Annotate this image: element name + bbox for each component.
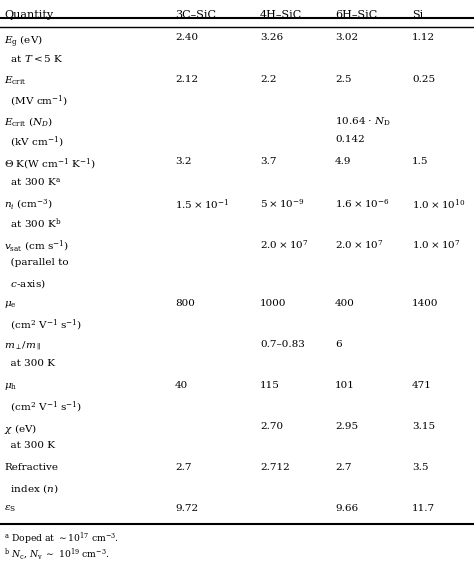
Text: 2.2: 2.2	[260, 74, 276, 84]
Text: 2.95: 2.95	[335, 422, 358, 430]
Text: at 300 K$^{\mathrm{a}}$: at 300 K$^{\mathrm{a}}$	[4, 176, 61, 187]
Text: $^{\mathrm{a}}$ Doped at $\sim$$10^{17}$ cm$^{-3}$.: $^{\mathrm{a}}$ Doped at $\sim$$10^{17}$…	[4, 530, 119, 546]
Text: (MV cm$^{-1}$): (MV cm$^{-1}$)	[4, 93, 68, 109]
Text: 3.7: 3.7	[260, 157, 276, 165]
Text: $2.0 \times 10^{7}$: $2.0 \times 10^{7}$	[335, 238, 383, 251]
Text: $^{\mathrm{b}}$ $N_{\mathrm{c}}$, $N_{\mathrm{v}}$ $\sim$ $10^{19}$ cm$^{-3}$.: $^{\mathrm{b}}$ $N_{\mathrm{c}}$, $N_{\m…	[4, 546, 109, 561]
Text: at $T < 5$ K: at $T < 5$ K	[4, 53, 64, 64]
Text: 2.7: 2.7	[335, 463, 352, 472]
Text: (cm$^{2}$ V$^{-1}$ s$^{-1}$): (cm$^{2}$ V$^{-1}$ s$^{-1}$)	[4, 400, 82, 415]
Text: 2.70: 2.70	[260, 422, 283, 430]
Text: 1000: 1000	[260, 299, 286, 307]
Text: $1.0 \times 10^{10}$: $1.0 \times 10^{10}$	[412, 198, 465, 212]
Text: 6H–SiC: 6H–SiC	[335, 10, 377, 20]
Text: $1.0 \times 10^{7}$: $1.0 \times 10^{7}$	[412, 238, 461, 251]
Text: $2.0 \times 10^{7}$: $2.0 \times 10^{7}$	[260, 238, 309, 251]
Text: $E_{\mathrm{crit}}$: $E_{\mathrm{crit}}$	[4, 74, 27, 87]
Text: Refractive: Refractive	[4, 463, 58, 472]
Text: $n_i$ (cm$^{-3}$): $n_i$ (cm$^{-3}$)	[4, 198, 53, 211]
Text: Quantity: Quantity	[4, 10, 53, 20]
Text: 400: 400	[335, 299, 355, 307]
Text: at 300 K: at 300 K	[4, 358, 55, 368]
Text: $c$-axis): $c$-axis)	[4, 277, 46, 289]
Text: 0.25: 0.25	[412, 74, 435, 84]
Text: 0.7–0.83: 0.7–0.83	[260, 339, 305, 349]
Text: 2.5: 2.5	[335, 74, 352, 84]
Text: $E_{\mathrm{g}}$ (eV): $E_{\mathrm{g}}$ (eV)	[4, 34, 43, 50]
Text: (parallel to: (parallel to	[4, 258, 69, 267]
Text: $5 \times 10^{-9}$: $5 \times 10^{-9}$	[260, 198, 305, 210]
Text: 4.9: 4.9	[335, 157, 352, 165]
Text: 2.40: 2.40	[175, 34, 198, 42]
Text: 1400: 1400	[412, 299, 438, 307]
Text: $m_{\perp}/m_{\parallel}$: $m_{\perp}/m_{\parallel}$	[4, 339, 41, 352]
Text: 11.7: 11.7	[412, 503, 435, 513]
Text: 0.142: 0.142	[335, 135, 365, 144]
Text: 3.15: 3.15	[412, 422, 435, 430]
Text: 40: 40	[175, 380, 188, 390]
Text: $E_{\mathrm{crit}}$ ($N_D$): $E_{\mathrm{crit}}$ ($N_D$)	[4, 115, 53, 129]
Text: 115: 115	[260, 380, 280, 390]
Text: 3.02: 3.02	[335, 34, 358, 42]
Text: $1.6 \times 10^{-6}$: $1.6 \times 10^{-6}$	[335, 198, 390, 210]
Text: $\chi$ (eV): $\chi$ (eV)	[4, 422, 37, 436]
Text: 3.5: 3.5	[412, 463, 428, 472]
Text: 1.5: 1.5	[412, 157, 428, 165]
Text: 101: 101	[335, 380, 355, 390]
Text: (kV cm$^{-1}$): (kV cm$^{-1}$)	[4, 135, 64, 150]
Text: 9.66: 9.66	[335, 503, 358, 513]
Text: at 300 K: at 300 K	[4, 441, 55, 450]
Text: $\mu_{\mathrm{h}}$: $\mu_{\mathrm{h}}$	[4, 380, 17, 392]
Text: 3.2: 3.2	[175, 157, 191, 165]
Text: at 300 K$^{\mathrm{b}}$: at 300 K$^{\mathrm{b}}$	[4, 216, 62, 231]
Text: $1.5 \times 10^{-1}$: $1.5 \times 10^{-1}$	[175, 198, 229, 212]
Text: 2.7: 2.7	[175, 463, 191, 472]
Text: $\varepsilon_{\mathrm{S}}$: $\varepsilon_{\mathrm{S}}$	[4, 503, 16, 514]
Text: 471: 471	[412, 380, 432, 390]
Text: 6: 6	[335, 339, 342, 349]
Text: $\Theta$ K(W cm$^{-1}$ K$^{-1}$): $\Theta$ K(W cm$^{-1}$ K$^{-1}$)	[4, 157, 96, 172]
Text: 2.712: 2.712	[260, 463, 290, 472]
Text: 800: 800	[175, 299, 195, 307]
Text: Si: Si	[412, 10, 423, 20]
Text: $\mu_{\mathrm{e}}$: $\mu_{\mathrm{e}}$	[4, 299, 17, 310]
Text: 2.12: 2.12	[175, 74, 198, 84]
Text: (cm$^{2}$ V$^{-1}$ s$^{-1}$): (cm$^{2}$ V$^{-1}$ s$^{-1}$)	[4, 318, 82, 333]
Text: 1.12: 1.12	[412, 34, 435, 42]
Text: 9.72: 9.72	[175, 503, 198, 513]
Text: $v_{\mathrm{sat}}$ (cm s$^{-1}$): $v_{\mathrm{sat}}$ (cm s$^{-1}$)	[4, 238, 69, 254]
Text: 10.64 $\cdot$ $N_{\mathrm{D}}$: 10.64 $\cdot$ $N_{\mathrm{D}}$	[335, 115, 392, 128]
Text: 3.26: 3.26	[260, 34, 283, 42]
Text: 4H–SiC: 4H–SiC	[260, 10, 302, 20]
Text: index ($n$): index ($n$)	[4, 481, 59, 495]
Text: 3C–SiC: 3C–SiC	[175, 10, 216, 20]
